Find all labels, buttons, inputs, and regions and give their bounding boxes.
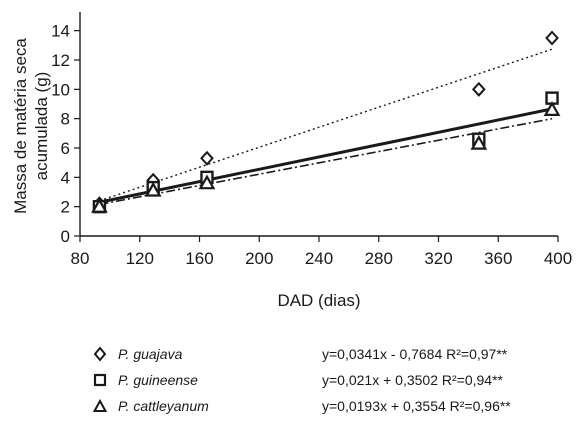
y-tick-label: 12 [51,51,70,70]
point-diamond-0-3 [471,81,486,97]
x-tick-label: 120 [126,249,154,268]
x-tick-label: 320 [424,249,452,268]
trend-line-series-0 [99,48,553,202]
point-triangle-2-1 [144,181,162,197]
chart-canvas: 0 2 4 6 8 10 12 14 80 120 160 200 240 280 320 360 400 Ma… [11,12,572,310]
axes: 0 2 4 6 8 10 12 14 80 120 160 200 240 280 320 360 400 [51,12,572,268]
x-tick-label: 200 [245,249,273,268]
x-tick-label: 400 [544,249,572,268]
y-tick-label: 10 [51,80,70,99]
legend-label: P. guineense [118,372,198,388]
point-diamond-0-4 [545,30,559,46]
y-tick-label: 8 [61,110,70,129]
legend-equation: y=0,0341x - 0,7684 R²=0,97** [322,346,508,362]
triangle-marker-icon [92,398,108,412]
y-axis-title-line-1: Massa de matéria seca [11,38,30,214]
legend-equation: y=0,021x + 0,3502 R²=0,94** [322,372,503,388]
legend-label: P. guajava [118,346,183,362]
y-axis-title-line-2: acumulada (g) [32,72,51,181]
y-tick-label: 14 [51,22,70,41]
x-tick-label: 280 [365,249,393,268]
trend-lines [99,48,553,206]
point-triangle-2-3 [470,134,488,150]
data-points [91,30,561,214]
y-tick-label: 2 [61,198,70,217]
legend-label: P. cattleyanum [118,398,209,414]
y-tick-label: 4 [61,168,70,187]
y-tick-label: 0 [61,227,70,246]
x-tick-label: 160 [185,249,213,268]
trend-line-series-1 [99,107,553,204]
point-diamond-0-2 [200,150,214,166]
point-triangle-2-0 [91,197,108,213]
point-triangle-2-2 [198,174,216,190]
legend-item-p-guajava: P. guajava y=0,0341x - 0,7684 R²=0,97** [92,344,562,370]
legend: P. guajava y=0,0341x - 0,7684 R²=0,97** … [92,344,562,422]
legend-item-p-guineense: P. guineense y=0,021x + 0,3502 R²=0,94** [92,370,562,396]
legend-item-p-cattleyanum: P. cattleyanum y=0,0193x + 0,3554 R²=0,9… [92,396,562,422]
x-tick-label: 360 [484,249,512,268]
x-tick-label: 240 [305,249,333,268]
point-triangle-2-4 [543,101,561,116]
square-marker-icon [93,373,107,387]
diamond-marker-icon [93,346,107,362]
trend-line-series-2 [99,117,553,206]
y-tick-label: 6 [61,139,70,158]
x-tick-label: 80 [71,249,90,268]
x-axis-title: DAD (dias) [277,291,360,310]
legend-equation: y=0,0193x + 0,3554 R²=0,96** [322,398,511,414]
